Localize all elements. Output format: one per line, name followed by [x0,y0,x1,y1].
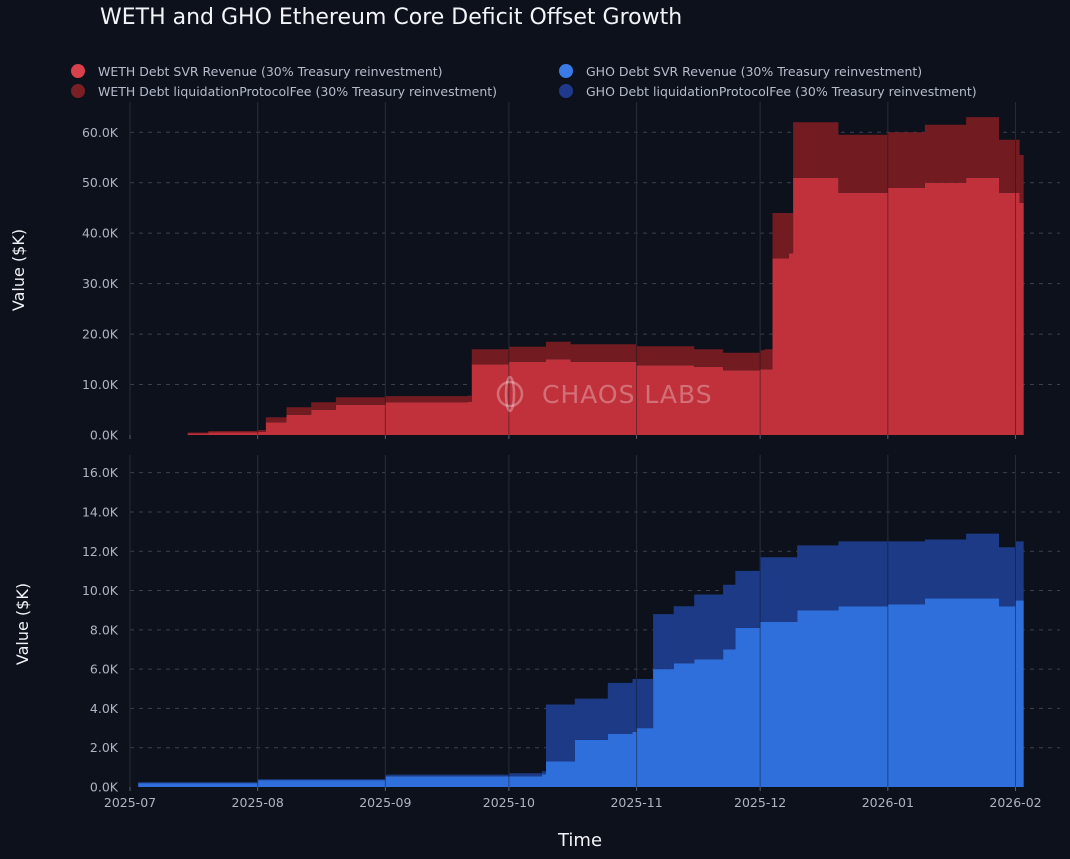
legend-swatch [71,64,85,78]
legend-label: WETH Debt liquidationProtocolFee (30% Tr… [98,84,498,99]
chaos-labs-watermark: CHAOS LABS [496,375,713,413]
legend-label: GHO Debt SVR Revenue (30% Treasury reinv… [586,64,923,79]
x-axis-label: Time [557,830,602,851]
y-tick-label: 40.0K [82,226,119,241]
y-tick-label: 30.0K [82,276,119,291]
x-tick-label: 2026-01 [862,795,914,810]
x-tick-label: 2025-08 [232,795,284,810]
top-panel-weth: 0.0K 10.0K 20.0K 30.0K 40.0K 50.0K 60.0K [82,102,1060,443]
x-tick-label: 2025-10 [483,795,535,810]
x-tick-label: 2025-12 [734,795,786,810]
legend-label: WETH Debt SVR Revenue (30% Treasury rein… [98,64,443,79]
x-tick-label: 2025-11 [610,795,662,810]
area-series-top-0 [138,177,1024,435]
y-tick-label: 10.0K [82,377,119,392]
y-tick-label: 10.0K [82,583,119,598]
x-tick-label: 2026-02 [989,795,1041,810]
bottom-y-axis-label: Value ($K) [13,583,32,665]
x-tick-label: 2025-07 [104,795,156,810]
area-series-bottom-1 [138,486,1024,784]
watermark-text: CHAOS LABS [542,380,713,409]
y-tick-label: 14.0K [82,504,119,519]
x-tick-label: 2025-09 [359,795,411,810]
legend-item-gho-liq-fee[interactable]: GHO Debt liquidationProtocolFee (30% Tre… [559,84,977,99]
y-tick-label: 20.0K [82,327,119,342]
y-tick-label: 6.0K [90,662,119,677]
bottom-panel-gho: 0.0K 2.0K 4.0K 6.0K 8.0K 10.0K 12.0K 14.0K 16.0K… [82,455,1060,810]
legend-item-weth-liq-fee[interactable]: WETH Debt liquidationProtocolFee (30% Tr… [71,84,497,99]
chart-title: WETH and GHO Ethereum Core Deficit Offse… [100,5,683,30]
y-tick-label: 50.0K [82,175,119,190]
watermark-logo-icon [504,375,516,413]
y-tick-label: 4.0K [90,701,119,716]
watermark-logo-icon [496,380,524,408]
legend-item-gho-svr[interactable]: GHO Debt SVR Revenue (30% Treasury reinv… [559,64,922,79]
top-y-axis-label: Value ($K) [9,229,28,311]
legend-swatch [559,84,573,98]
y-tick-label: 0.0K [90,428,119,443]
y-tick-label: 0.0K [90,780,119,795]
area-series-top-1 [138,117,1024,435]
legend-item-weth-svr[interactable]: WETH Debt SVR Revenue (30% Treasury rein… [71,64,443,79]
y-tick-label: 2.0K [90,740,119,755]
area-series-bottom-0 [138,580,1024,787]
legend-swatch [71,84,85,98]
legend-label: GHO Debt liquidationProtocolFee (30% Tre… [586,84,977,99]
y-tick-label: 12.0K [82,544,119,559]
y-tick-label: 60.0K [82,125,119,140]
legend-swatch [559,64,573,78]
y-tick-label: 8.0K [90,622,119,637]
y-tick-label: 16.0K [82,465,119,480]
